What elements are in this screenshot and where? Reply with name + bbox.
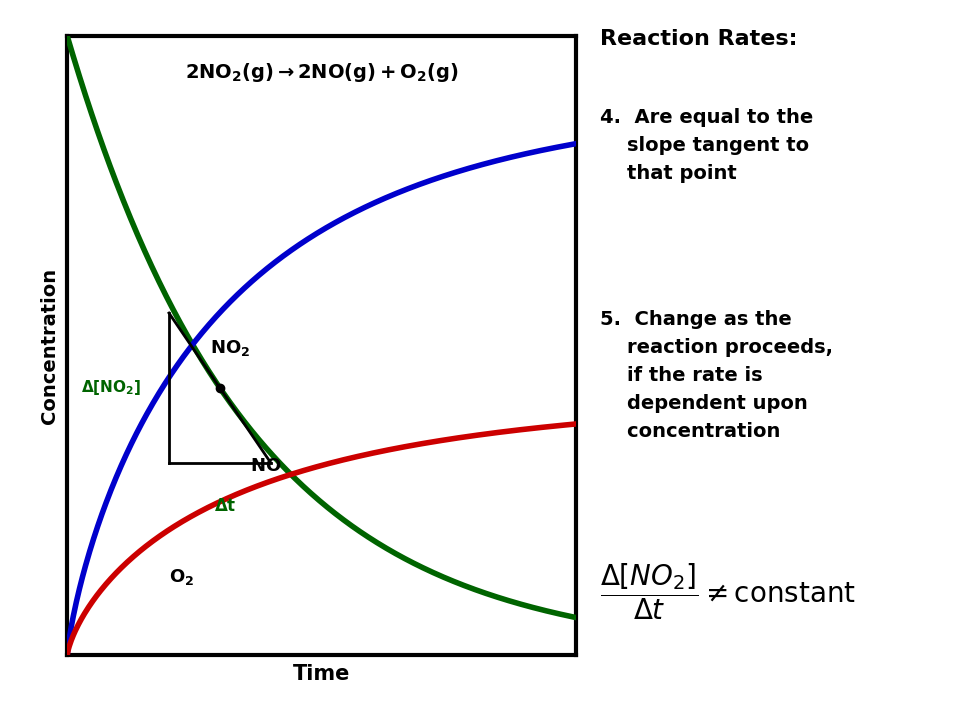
Text: $\mathbf{O_2}$: $\mathbf{O_2}$ <box>169 567 194 587</box>
Text: $\mathbf{NO_2}$: $\mathbf{NO_2}$ <box>209 338 250 358</box>
Text: $\dfrac{\Delta[NO_2]}{\Delta t} \neq \mathrm{constant}$: $\dfrac{\Delta[NO_2]}{\Delta t} \neq \ma… <box>600 562 856 622</box>
X-axis label: Time: Time <box>293 664 350 683</box>
Text: $\mathbf{NO}$: $\mathbf{NO}$ <box>251 457 282 475</box>
Text: $\mathbf{\Delta t}$: $\mathbf{\Delta t}$ <box>214 497 236 515</box>
Text: Reaction Rates:: Reaction Rates: <box>600 29 798 49</box>
Text: 4.  Are equal to the
    slope tangent to
    that point: 4. Are equal to the slope tangent to tha… <box>600 108 813 183</box>
Y-axis label: Concentration: Concentration <box>40 268 59 423</box>
Text: $\mathbf{\Delta[NO_2]}$: $\mathbf{\Delta[NO_2]}$ <box>81 379 141 397</box>
Text: $\mathbf{2NO_2(g) \rightarrow 2NO(g) + O_2(g)}$: $\mathbf{2NO_2(g) \rightarrow 2NO(g) + O… <box>185 60 458 84</box>
Text: 5.  Change as the
    reaction proceeds,
    if the rate is
    dependent upon
 : 5. Change as the reaction proceeds, if t… <box>600 310 833 441</box>
